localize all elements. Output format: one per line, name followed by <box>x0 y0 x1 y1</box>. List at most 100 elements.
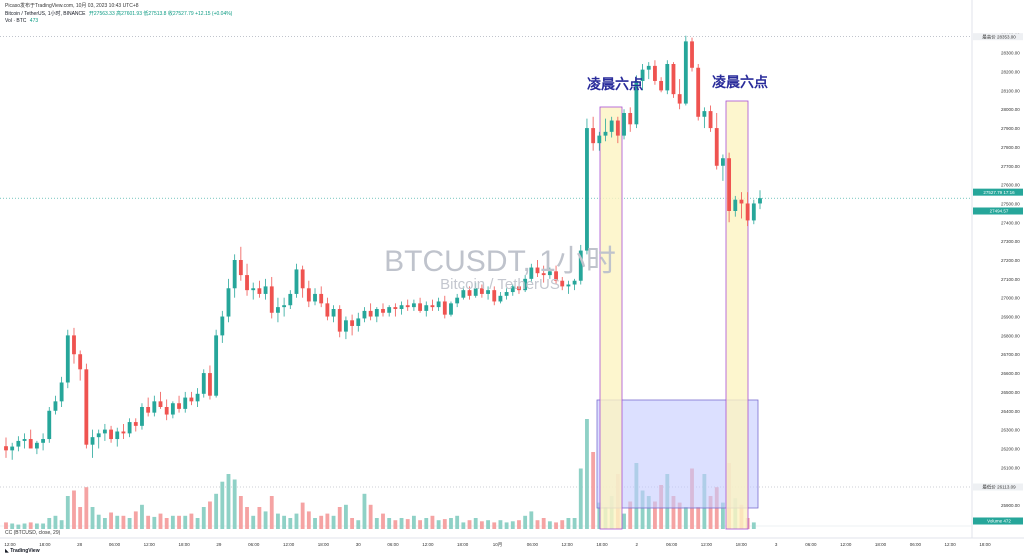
volume-bar <box>325 513 330 529</box>
price-axis-label: 27800.00 <box>1001 145 1020 150</box>
volume-legend[interactable]: Vol · BTC 473 <box>5 18 38 24</box>
candle-body <box>133 422 138 426</box>
volume-bar <box>442 519 447 529</box>
volume-bar <box>238 496 243 529</box>
volume-bar <box>677 502 682 529</box>
open-price-badge-bg <box>973 207 1023 215</box>
time-axis-label: 18:00 <box>318 542 330 547</box>
volume-bar <box>263 511 268 529</box>
candle-body <box>721 158 725 166</box>
candle-body <box>140 407 144 426</box>
candle-body <box>34 442 39 449</box>
candle-body <box>603 131 608 136</box>
price-axis-label: 27900.00 <box>1001 126 1020 131</box>
candle-body <box>72 335 76 355</box>
price-axis-label: 27700.00 <box>1001 164 1020 169</box>
volume-bar <box>152 516 157 529</box>
candle-body <box>510 286 515 293</box>
candle-body <box>78 354 83 370</box>
candle-body <box>486 290 490 294</box>
volume-bar <box>41 523 45 529</box>
high-price-badge: 最高价 28353.00 <box>982 33 1016 40</box>
volume-bar <box>473 518 478 529</box>
volume-bar <box>214 493 219 529</box>
volume-bar <box>368 504 373 529</box>
volume-value: 473 <box>29 18 39 24</box>
candle-body <box>473 288 478 296</box>
volume-bar <box>72 490 76 529</box>
price-axis-label: 27300.00 <box>1001 239 1020 244</box>
volume-bar <box>356 520 361 529</box>
price-axis-label: 27000.00 <box>1001 296 1020 301</box>
time-axis-label: 12:00 <box>562 542 574 547</box>
candle-body <box>220 316 225 336</box>
volume-bar <box>381 513 385 529</box>
volume-bar <box>269 496 274 529</box>
volume-badge-bg <box>973 517 1023 525</box>
candle-body <box>646 65 651 70</box>
logo-text: TradingView <box>10 548 40 554</box>
volume-bar <box>127 518 132 529</box>
highlight-box-left[interactable] <box>599 106 623 530</box>
volume-bar <box>170 515 175 529</box>
candle-body <box>4 446 8 451</box>
price-axis-label: 27500.00 <box>1001 201 1020 206</box>
candle-body <box>547 271 552 276</box>
volume-bar <box>578 468 583 529</box>
symbol-legend[interactable]: Bitcoin / TetherUS, 1小时, BINANCE 开27563.… <box>5 10 232 17</box>
candle-body <box>492 290 497 302</box>
volume-bar <box>22 523 27 529</box>
volume-bar <box>486 520 490 529</box>
annotation-right[interactable]: 凌晨六点 <box>712 75 768 91</box>
price-axis-label: 26100.00 <box>1001 465 1020 470</box>
candle-body <box>498 295 503 302</box>
volume-bar <box>189 513 194 529</box>
volume-bar <box>504 522 509 529</box>
volume-bar <box>721 502 725 529</box>
time-axis-label: 3 <box>775 542 778 547</box>
low-price-badge-bg <box>973 483 1023 491</box>
candle-body <box>733 199 738 211</box>
candle-body <box>622 113 626 136</box>
candle-body <box>170 403 175 415</box>
volume-bar <box>102 518 107 529</box>
candle-body <box>208 373 212 396</box>
volume-bar <box>374 518 379 529</box>
low-price-badge: 最低价 26113.09 <box>982 484 1016 491</box>
volume-bar <box>164 518 169 529</box>
candle-body <box>436 301 441 308</box>
annotation-left[interactable]: 凌晨六点 <box>587 77 643 93</box>
candle-body <box>59 382 64 402</box>
volume-bar <box>257 507 262 529</box>
candle-body <box>263 286 268 294</box>
candle-body <box>102 429 107 434</box>
time-axis-label: 18:00 <box>39 542 51 547</box>
volume-badge: Volume 472 <box>987 519 1011 524</box>
candle-body <box>238 260 243 276</box>
price-axis-label: 26200.00 <box>1001 446 1020 451</box>
highlight-box-right[interactable] <box>725 100 749 530</box>
volume-bar <box>201 507 206 529</box>
volume-bar <box>547 521 552 529</box>
volume-bar <box>653 501 657 529</box>
volume-bar <box>195 518 200 529</box>
volume-bar <box>405 519 410 529</box>
candle-body <box>411 303 416 308</box>
volume-bar <box>220 481 225 529</box>
candle-body <box>504 292 509 296</box>
time-axis-label: 12:00 <box>422 542 434 547</box>
volume-bar <box>517 520 521 529</box>
candle-body <box>337 309 342 332</box>
volume-bar <box>523 515 528 529</box>
volume-bar <box>585 419 589 529</box>
candle-body <box>727 158 732 211</box>
candle-body <box>560 280 565 287</box>
volume-bar <box>671 496 676 529</box>
candle-body <box>399 305 404 309</box>
candle-body <box>690 41 694 68</box>
time-axis-label: 18:00 <box>979 542 991 547</box>
candle-body <box>683 41 688 104</box>
indicator-legend[interactable]: CC (BTCUSD, close, 29) <box>5 530 61 536</box>
volume-bar <box>300 502 305 529</box>
